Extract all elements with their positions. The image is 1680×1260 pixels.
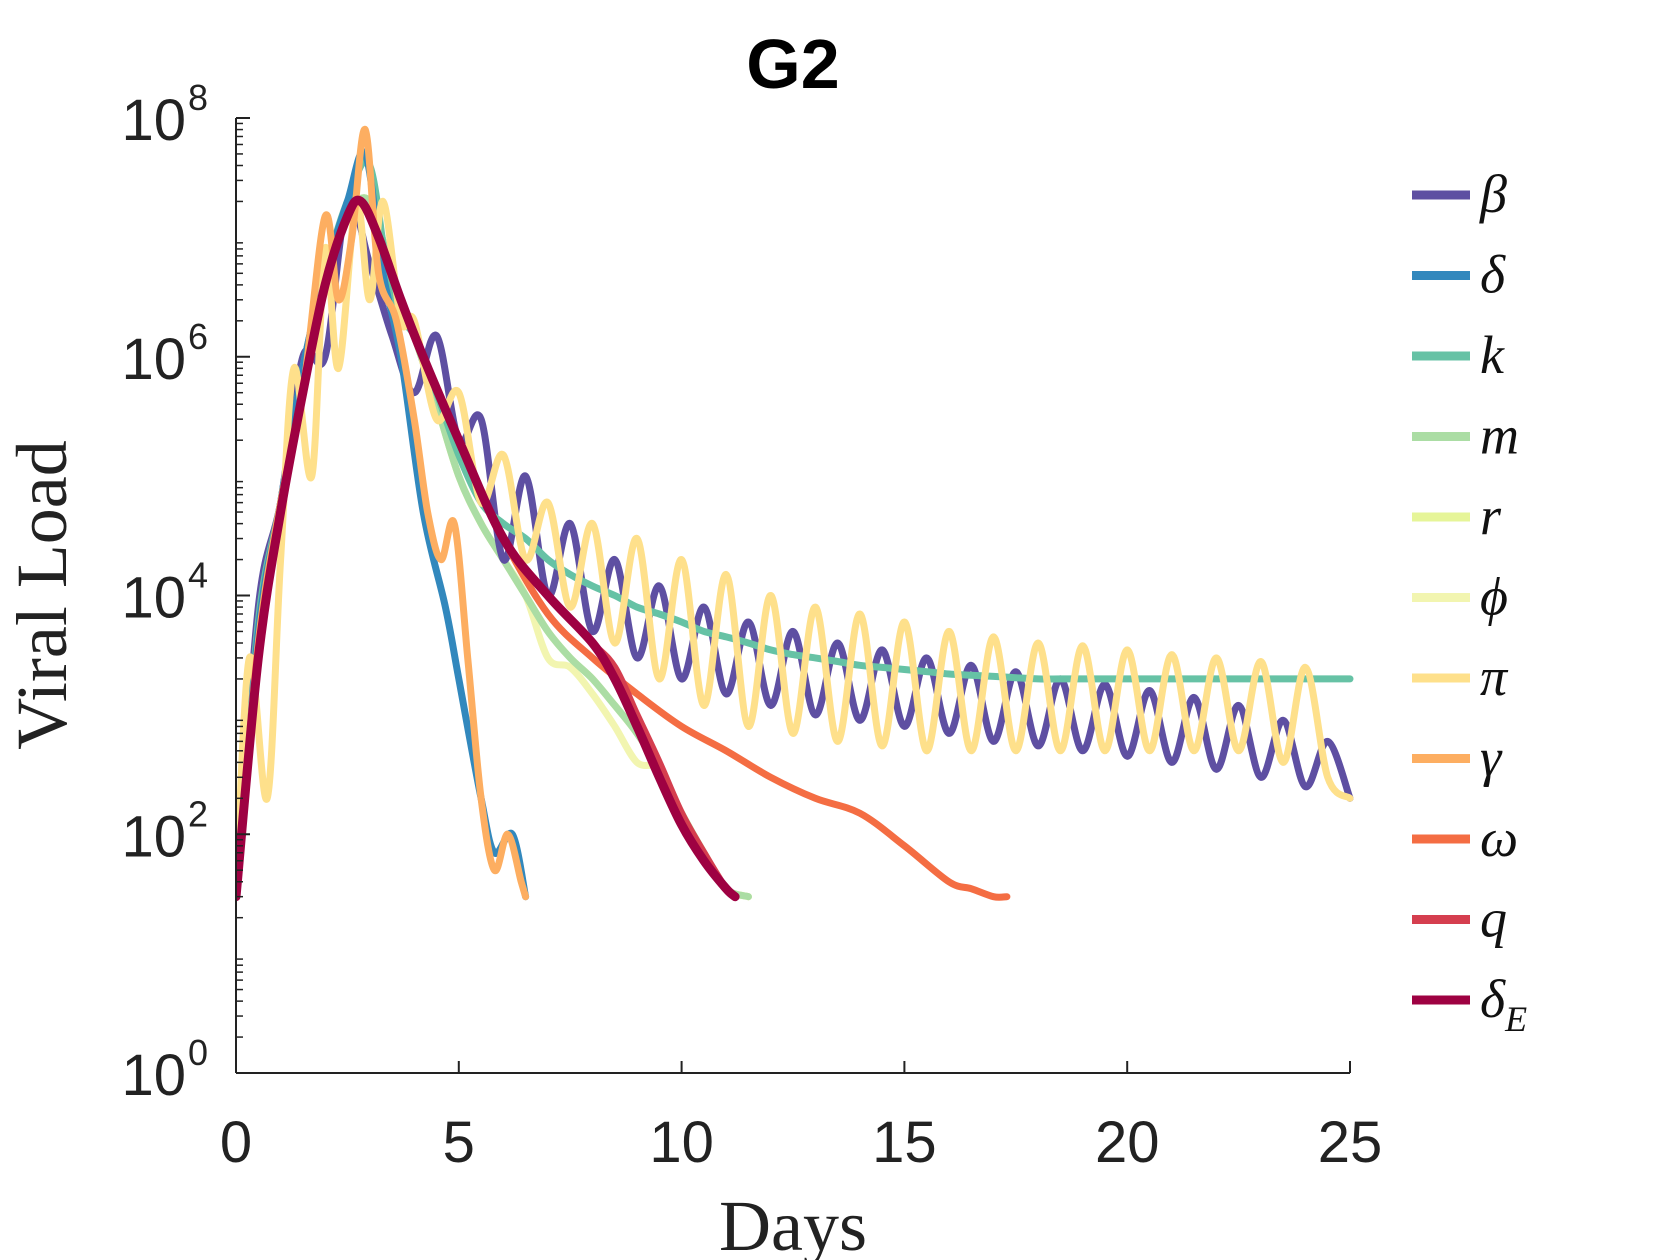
series-line-10 (236, 195, 740, 902)
y-tick-exponent: 8 (188, 77, 208, 118)
legend-item: k (1412, 325, 1505, 385)
legend-label: ω (1480, 808, 1518, 868)
chart-title: G2 (746, 25, 839, 103)
x-tick-label: 5 (443, 1110, 475, 1175)
y-tick-exponent: 0 (188, 1032, 208, 1073)
legend-label: k (1480, 325, 1505, 385)
x-tick-label: 10 (649, 1110, 714, 1175)
legend-item: π (1412, 647, 1509, 707)
y-tick-label: 10 (121, 804, 186, 869)
y-tick-exponent: 2 (188, 793, 208, 834)
y-minor-ticks (236, 122, 243, 1038)
y-tick-label: 10 (121, 566, 186, 631)
x-tick-label: 25 (1318, 1110, 1383, 1175)
x-tick-label: 15 (872, 1110, 937, 1175)
y-tick-label: 10 (121, 1043, 186, 1108)
legend-label: γ (1480, 728, 1503, 788)
x-axis-label: Days (719, 1186, 867, 1260)
series-line-8 (236, 196, 1011, 901)
x-ticks: 0 5 10 15 20 25 (220, 1061, 1382, 1175)
legend-item: γ (1412, 728, 1503, 788)
x-tick-label: 0 (220, 1110, 252, 1175)
legend-label: r (1480, 486, 1502, 546)
legend-label: π (1480, 647, 1509, 707)
legend-item: m (1412, 406, 1519, 466)
y-tick-exponent: 6 (188, 316, 208, 357)
legend-item: r (1412, 486, 1502, 546)
x-tick-label: 20 (1095, 1110, 1160, 1175)
legend-item: ω (1412, 808, 1518, 868)
legend-item: β (1412, 164, 1507, 224)
legend-label: δ (1480, 245, 1506, 305)
legend-label: ϕ (1480, 567, 1508, 627)
legend-item: δE (1412, 969, 1527, 1039)
legend-label: δE (1480, 969, 1527, 1039)
legend-item: δ (1412, 245, 1506, 305)
legend-label: m (1480, 406, 1519, 466)
series-layer (236, 126, 1354, 902)
y-tick-exponent: 4 (188, 555, 208, 596)
y-axis-label: Viral Load (2, 440, 82, 750)
y-tick-label: 10 (121, 327, 186, 392)
legend-label: q (1480, 889, 1507, 949)
legend-item: q (1412, 889, 1507, 949)
legend-label: β (1479, 164, 1507, 224)
legend-item: ϕ (1412, 567, 1508, 627)
y-tick-label: 10 (121, 88, 186, 153)
series-line-6 (236, 197, 1354, 901)
